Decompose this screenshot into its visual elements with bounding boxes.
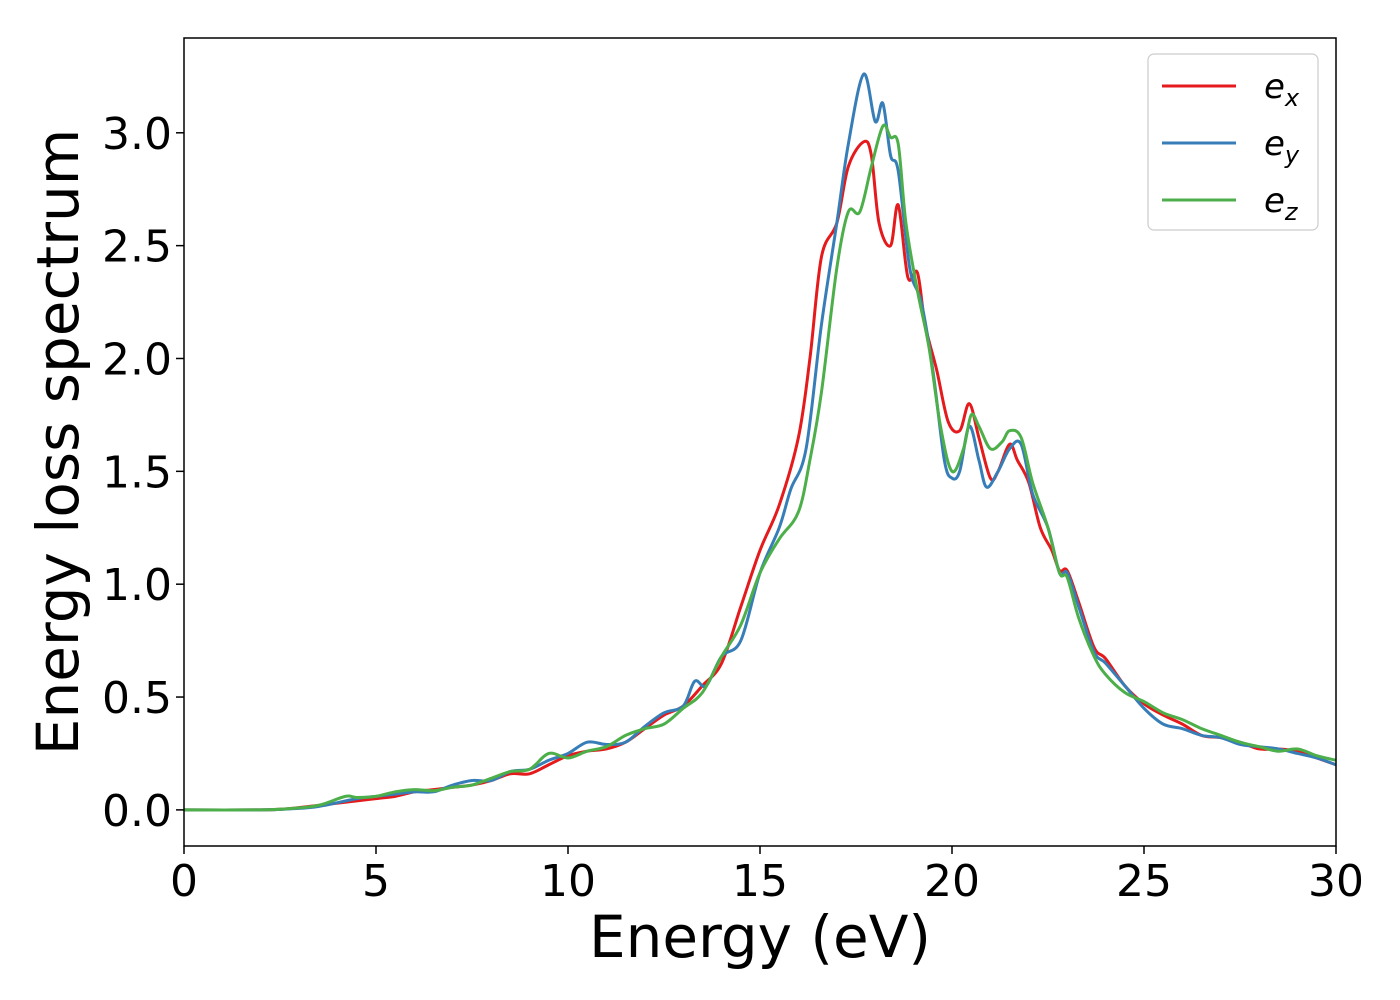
- y-tick-label: 1.5: [102, 447, 172, 498]
- x-tick-label: 10: [540, 856, 596, 907]
- y-axis-title: Energy loss spectrum: [24, 129, 92, 755]
- legend-label-e_z: ez: [1264, 181, 1299, 226]
- y-tick-label: 3.0: [102, 109, 172, 160]
- y-tick-label: 1.0: [102, 560, 172, 611]
- x-tick-label: 0: [170, 856, 198, 907]
- series-line-e_z: [183, 123, 1337, 812]
- legend: ex ey ez: [1147, 53, 1319, 231]
- x-tick-label: 25: [1116, 856, 1172, 907]
- legend-label-e_x: ex: [1264, 67, 1300, 112]
- x-tick-label: 5: [362, 856, 390, 907]
- y-tick-label: 2.5: [102, 222, 172, 273]
- x-tick-label: 30: [1308, 856, 1364, 907]
- y-tick-label: 0.5: [102, 673, 172, 724]
- x-axis-title: Energy (eV): [589, 903, 931, 971]
- legend-label-e_y: ey: [1264, 124, 1300, 169]
- series-layer: [183, 72, 1337, 812]
- x-tick-label: 15: [732, 856, 788, 907]
- x-tick-label: 20: [924, 856, 980, 907]
- y-axis: 0.0 0.5 1.0 1.5 2.0 2.5 3.0: [102, 109, 184, 837]
- y-tick-label: 0.0: [102, 786, 172, 837]
- x-axis: 0 5 10 15 20 25 30: [170, 846, 1364, 907]
- y-tick-label: 2.0: [102, 334, 172, 385]
